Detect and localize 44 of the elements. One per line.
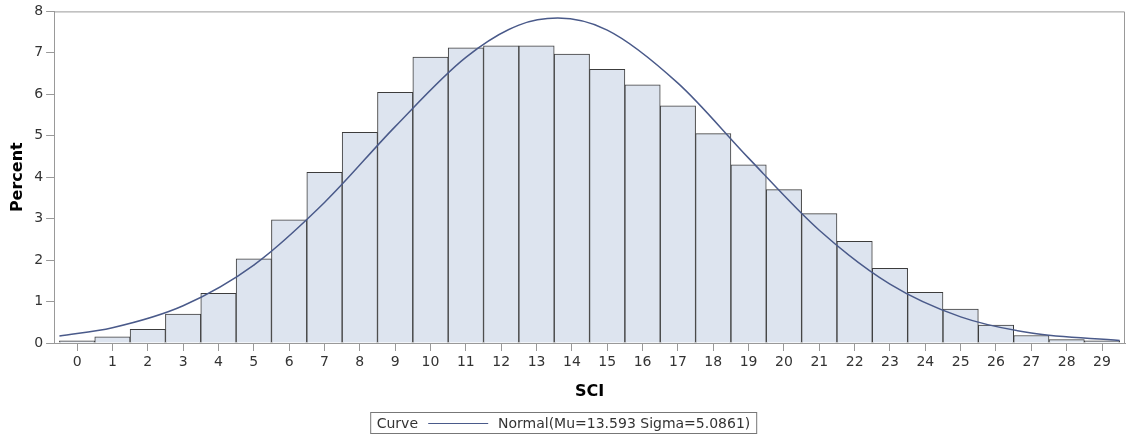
x-tick-label: 12: [492, 353, 511, 370]
x-tick-label: 29: [1093, 353, 1111, 370]
x-tick-label: 22: [845, 353, 864, 370]
x-tick-label: 28: [1057, 353, 1076, 370]
x-tick-label: 20: [775, 353, 793, 370]
x-tick-label: 8: [355, 353, 365, 370]
x-tick-label: 25: [951, 353, 970, 370]
y-tick-label: 0: [34, 333, 44, 350]
x-tick-label: 3: [178, 353, 188, 370]
x-tick-label: 14: [562, 353, 581, 370]
y-tick-label: 6: [34, 84, 44, 101]
y-axis-title: Percent: [6, 141, 26, 213]
y-tick-label: 1: [34, 292, 44, 309]
x-tick-label: 13: [527, 353, 546, 370]
x-tick-label: 7: [320, 353, 329, 370]
x-tick-label: 9: [390, 353, 400, 370]
x-tick-label: 0: [72, 353, 82, 370]
x-tick-label: 4: [213, 353, 223, 370]
x-tick-label: 17: [669, 353, 687, 370]
x-tick-label: 21: [810, 353, 829, 370]
y-tick-label: 5: [34, 126, 44, 143]
x-tick-label: 19: [739, 353, 758, 370]
x-tick-label: 15: [598, 353, 617, 370]
x-tick-label: 16: [633, 353, 652, 370]
y-tick-label: 7: [34, 43, 44, 60]
x-tick-label: 1: [107, 353, 117, 370]
legend-title: Curve: [376, 415, 419, 431]
x-tick-label: 6: [284, 353, 294, 370]
y-tick-label: 3: [34, 209, 44, 226]
x-tick-label: 5: [249, 353, 259, 370]
x-tick-label: 24: [916, 353, 935, 370]
x-tick-label: 26: [987, 353, 1005, 370]
x-tick-label: 23: [881, 353, 899, 370]
line-series: [58, 17, 1121, 342]
y-tick-label: 2: [34, 250, 44, 267]
legend-label: Normal(Mu=13.593 Sigma=5.0861): [498, 415, 751, 431]
x-tick-label: 2: [143, 353, 153, 370]
y-tick-label: 8: [34, 2, 44, 19]
x-axis-title: SCI: [574, 380, 605, 400]
x-tick-label: 10: [421, 353, 440, 370]
x-tick-label: 27: [1022, 353, 1041, 370]
x-tick-label: 18: [704, 353, 723, 370]
y-tick-label: 4: [34, 167, 44, 184]
x-tick-label: 11: [456, 353, 475, 370]
